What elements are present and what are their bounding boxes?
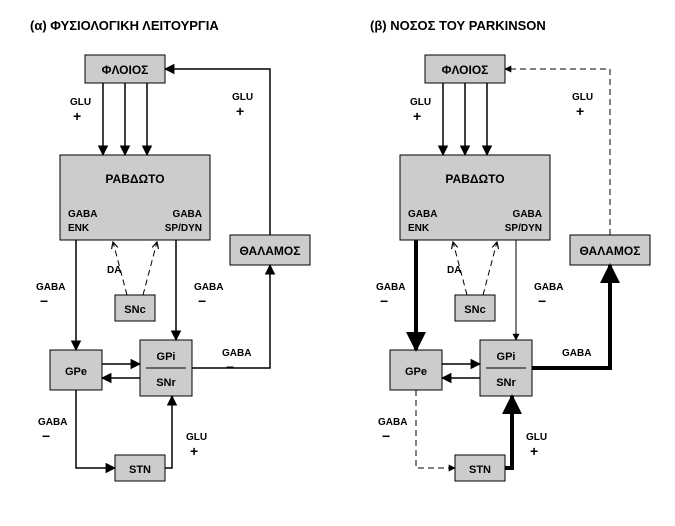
svg-text:+: + (73, 108, 81, 124)
svg-text:GPe: GPe (65, 366, 87, 378)
panel-left: (α) ΦΥΣΙΟΛΟΓΙΚΗ ΛΕΙΤΟΥΡΓΙΑ ΦΛΟΙΟΣ ΡΑΒΔΩΤΟ G… (30, 18, 310, 481)
svg-text:SNc: SNc (124, 304, 145, 316)
svg-text:ΦΛΟΙΟΣ: ΦΛΟΙΟΣ (442, 63, 489, 77)
svg-text:DA: DA (107, 265, 121, 276)
svg-text:−: − (42, 428, 50, 444)
svg-text:GABA: GABA (376, 282, 405, 293)
svg-text:GLU: GLU (232, 92, 253, 103)
svg-text:SP/DYN: SP/DYN (165, 223, 202, 234)
svg-text:ΦΛΟΙΟΣ: ΦΛΟΙΟΣ (102, 63, 149, 77)
svg-text:+: + (236, 103, 244, 119)
svg-text:GABA: GABA (194, 282, 223, 293)
svg-text:ENK: ENK (408, 223, 430, 234)
panel-title: (β) ΝΟΣΟΣ ΤΟΥ PARKINSON (370, 18, 546, 33)
svg-text:GABA: GABA (36, 282, 65, 293)
svg-text:+: + (190, 443, 198, 459)
svg-text:GABA: GABA (534, 282, 563, 293)
svg-text:ΘΑΛΑΜΟΣ: ΘΑΛΑΜΟΣ (240, 244, 301, 258)
svg-text:STN: STN (129, 464, 151, 476)
svg-text:−: − (566, 359, 574, 375)
svg-text:−: − (380, 293, 388, 309)
svg-text:ΡΑΒΔΩΤΟ: ΡΑΒΔΩΤΟ (445, 172, 504, 186)
svg-text:GABA: GABA (408, 209, 437, 220)
svg-text:GABA: GABA (222, 348, 251, 359)
svg-text:SNr: SNr (156, 377, 176, 389)
svg-text:GPe: GPe (405, 366, 427, 378)
svg-text:GABA: GABA (68, 209, 97, 220)
svg-text:GLU: GLU (572, 92, 593, 103)
svg-text:ΘΑΛΑΜΟΣ: ΘΑΛΑΜΟΣ (580, 244, 641, 258)
svg-text:GLU: GLU (186, 432, 207, 443)
svg-text:+: + (576, 103, 584, 119)
svg-text:−: − (538, 293, 546, 309)
svg-text:GABA: GABA (513, 209, 542, 220)
svg-text:STN: STN (469, 464, 491, 476)
svg-text:SNc: SNc (464, 304, 485, 316)
svg-text:GABA: GABA (173, 209, 202, 220)
svg-text:ENK: ENK (68, 223, 90, 234)
svg-text:+: + (413, 108, 421, 124)
svg-text:−: − (226, 359, 234, 375)
svg-text:−: − (40, 293, 48, 309)
svg-text:GABA: GABA (378, 417, 407, 428)
svg-text:−: − (198, 293, 206, 309)
basal-ganglia-diagram: (α) ΦΥΣΙΟΛΟΓΙΚΗ ΛΕΙΤΟΥΡΓΙΑ ΦΛΟΙΟΣ ΡΑΒΔΩΤΟ G… (0, 0, 675, 526)
svg-text:−: − (382, 428, 390, 444)
svg-text:SNr: SNr (496, 377, 516, 389)
svg-text:GLU: GLU (70, 97, 91, 108)
svg-text:GLU: GLU (410, 97, 431, 108)
svg-text:+: + (530, 443, 538, 459)
svg-text:GABA: GABA (38, 417, 67, 428)
svg-text:GABA: GABA (562, 348, 591, 359)
svg-text:GLU: GLU (526, 432, 547, 443)
panel-right: (β) ΝΟΣΟΣ ΤΟΥ PARKINSON ΦΛΟΙΟΣ ΡΑΒΔΩΤΟ GABA… (370, 18, 650, 481)
svg-text:GPi: GPi (497, 351, 516, 363)
svg-text:GPi: GPi (157, 351, 176, 363)
svg-text:SP/DYN: SP/DYN (505, 223, 542, 234)
panel-title: (α) ΦΥΣΙΟΛΟΓΙΚΗ ΛΕΙΤΟΥΡΓΙΑ (30, 18, 219, 33)
svg-text:ΡΑΒΔΩΤΟ: ΡΑΒΔΩΤΟ (105, 172, 164, 186)
svg-text:DA: DA (447, 265, 461, 276)
